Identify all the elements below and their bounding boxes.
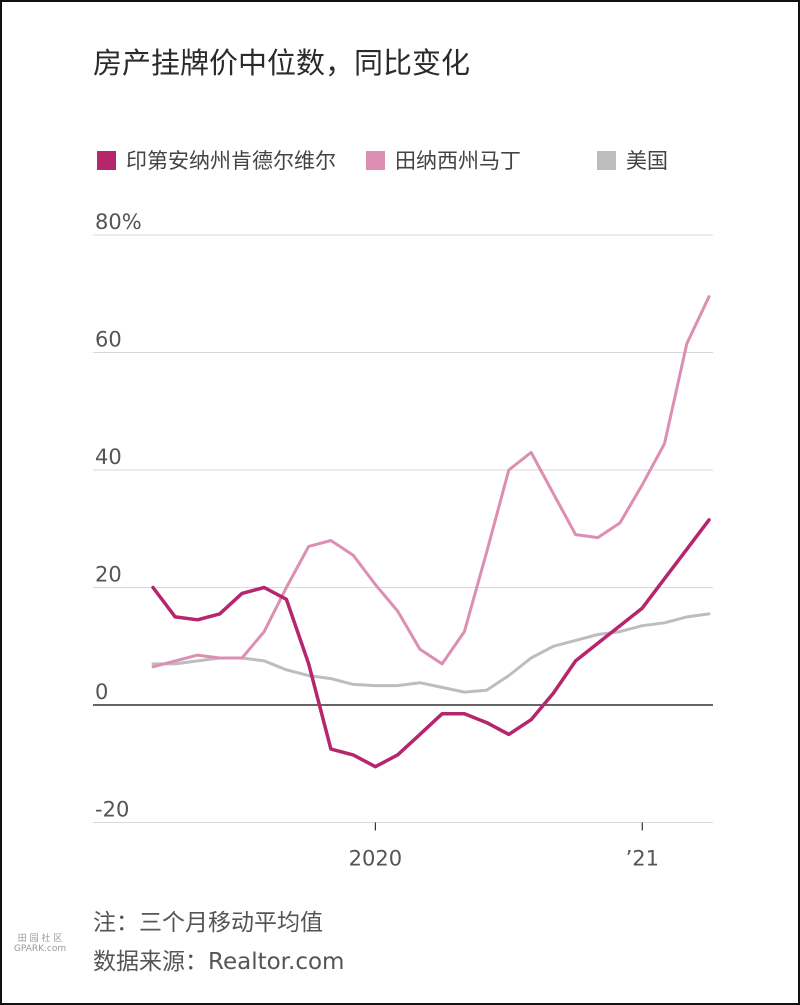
chart-note: 注：三个月移动平均值	[93, 910, 323, 936]
y-tick-label-0: 0	[95, 680, 108, 704]
series-line-us	[151, 612, 711, 694]
legend-swatch-kendallville	[97, 151, 116, 170]
series-line-martin	[151, 295, 711, 669]
legend-swatch-martin	[366, 151, 385, 170]
legend-swatch-us	[597, 151, 616, 170]
x-tick-label-2020: 2020	[349, 847, 402, 871]
y-tick-label--20: -20	[95, 798, 129, 822]
watermark-bottom: GPARK.com	[13, 944, 67, 954]
legend-label-us: 美国	[626, 149, 668, 173]
legend-label-martin: 田纳西州马丁	[395, 149, 521, 173]
legend-label-kendallville: 印第安纳州肯德尔维尔	[126, 149, 336, 173]
chart-source: 数据来源：Realtor.com	[93, 949, 345, 975]
series-line-kendallville	[151, 518, 711, 769]
x-tick-label--21: ’21	[626, 847, 659, 871]
y-tick-label-60: 60	[95, 328, 122, 352]
y-tick-label-20: 20	[95, 563, 122, 587]
chart-title: 房产挂牌价中位数，同比变化	[93, 46, 471, 80]
watermark: 田 园 社 区 GPARK.com	[5, 934, 75, 954]
y-tick-label-40: 40	[95, 445, 122, 469]
y-tick-label-80: 80%	[95, 210, 142, 234]
line-chart: -20 0 20 40 60 80% 2020 ’21	[93, 210, 713, 871]
watermark-top: 田 园 社 区	[17, 934, 63, 944]
